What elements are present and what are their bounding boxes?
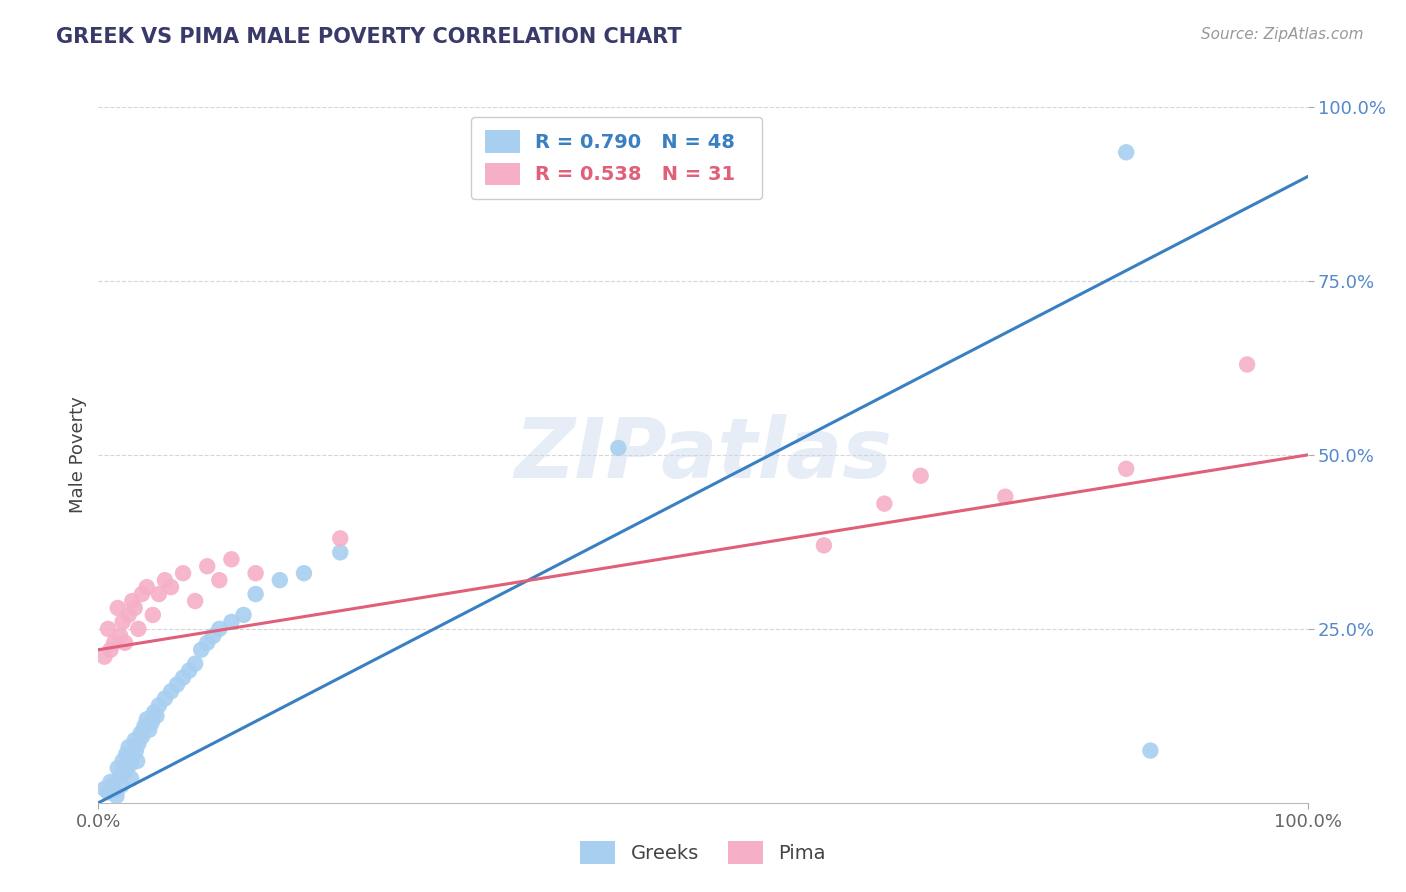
Point [97, 622, 120, 636]
Point [172, 566, 194, 581]
Point [994, 490, 1017, 504]
Point [1115, 462, 1137, 476]
Point [221, 615, 243, 629]
Point [160, 684, 183, 698]
Point [103, 783, 125, 797]
Point [108, 629, 131, 643]
Point [245, 566, 267, 581]
Point [202, 629, 225, 643]
Point [138, 723, 160, 737]
Point [208, 622, 231, 636]
Point [93, 649, 115, 664]
Point [107, 761, 129, 775]
Point [292, 566, 315, 581]
Point [101, 778, 124, 792]
Point [221, 552, 243, 566]
Text: Source: ZipAtlas.com: Source: ZipAtlas.com [1201, 27, 1364, 42]
Point [118, 607, 141, 622]
Point [110, 778, 132, 792]
Point [107, 601, 129, 615]
Point [124, 601, 146, 615]
Point [115, 747, 138, 761]
Point [105, 789, 128, 803]
Point [100, 775, 122, 789]
Point [125, 744, 148, 758]
Y-axis label: Male Poverty: Male Poverty [69, 397, 87, 513]
Point [153, 691, 176, 706]
Point [910, 468, 932, 483]
Point [195, 636, 218, 650]
Point [148, 698, 170, 713]
Text: ZIPatlas: ZIPatlas [515, 415, 891, 495]
Point [160, 580, 183, 594]
Point [121, 594, 143, 608]
Point [114, 636, 136, 650]
Point [1139, 744, 1161, 758]
Point [100, 642, 122, 657]
Point [127, 622, 149, 636]
Point [172, 671, 194, 685]
Point [1115, 145, 1137, 160]
Legend: R = 0.790   N = 48, R = 0.538   N = 31  : R = 0.790 N = 48, R = 0.538 N = 31 [471, 117, 762, 199]
Point [135, 580, 157, 594]
Point [1236, 358, 1258, 372]
Point [145, 708, 167, 723]
Point [131, 730, 153, 744]
Point [127, 737, 149, 751]
Point [195, 559, 218, 574]
Point [166, 677, 188, 691]
Point [177, 664, 201, 678]
Point [148, 587, 170, 601]
Point [232, 607, 254, 622]
Point [114, 764, 136, 779]
Point [134, 719, 156, 733]
Point [813, 538, 835, 552]
Point [190, 642, 212, 657]
Point [141, 715, 163, 730]
Point [269, 573, 291, 587]
Legend: Greeks, Pima: Greeks, Pima [571, 831, 835, 873]
Point [143, 706, 166, 720]
Point [184, 657, 207, 671]
Point [127, 754, 149, 768]
Point [118, 740, 141, 755]
Point [131, 587, 153, 601]
Point [103, 636, 125, 650]
Point [607, 441, 630, 455]
Point [124, 733, 146, 747]
Point [142, 607, 165, 622]
Text: GREEK VS PIMA MALE POVERTY CORRELATION CHART: GREEK VS PIMA MALE POVERTY CORRELATION C… [56, 27, 682, 46]
Point [97, 785, 120, 799]
Point [245, 587, 267, 601]
Point [153, 573, 176, 587]
Point [120, 772, 142, 786]
Point [121, 750, 143, 764]
Point [108, 768, 131, 782]
Point [873, 497, 896, 511]
Point [208, 573, 231, 587]
Point [129, 726, 152, 740]
Point [329, 532, 352, 546]
Point [329, 545, 352, 559]
Point [184, 594, 207, 608]
Point [118, 757, 141, 772]
Point [111, 754, 134, 768]
Point [135, 712, 157, 726]
Point [111, 615, 134, 629]
Point [93, 781, 115, 796]
